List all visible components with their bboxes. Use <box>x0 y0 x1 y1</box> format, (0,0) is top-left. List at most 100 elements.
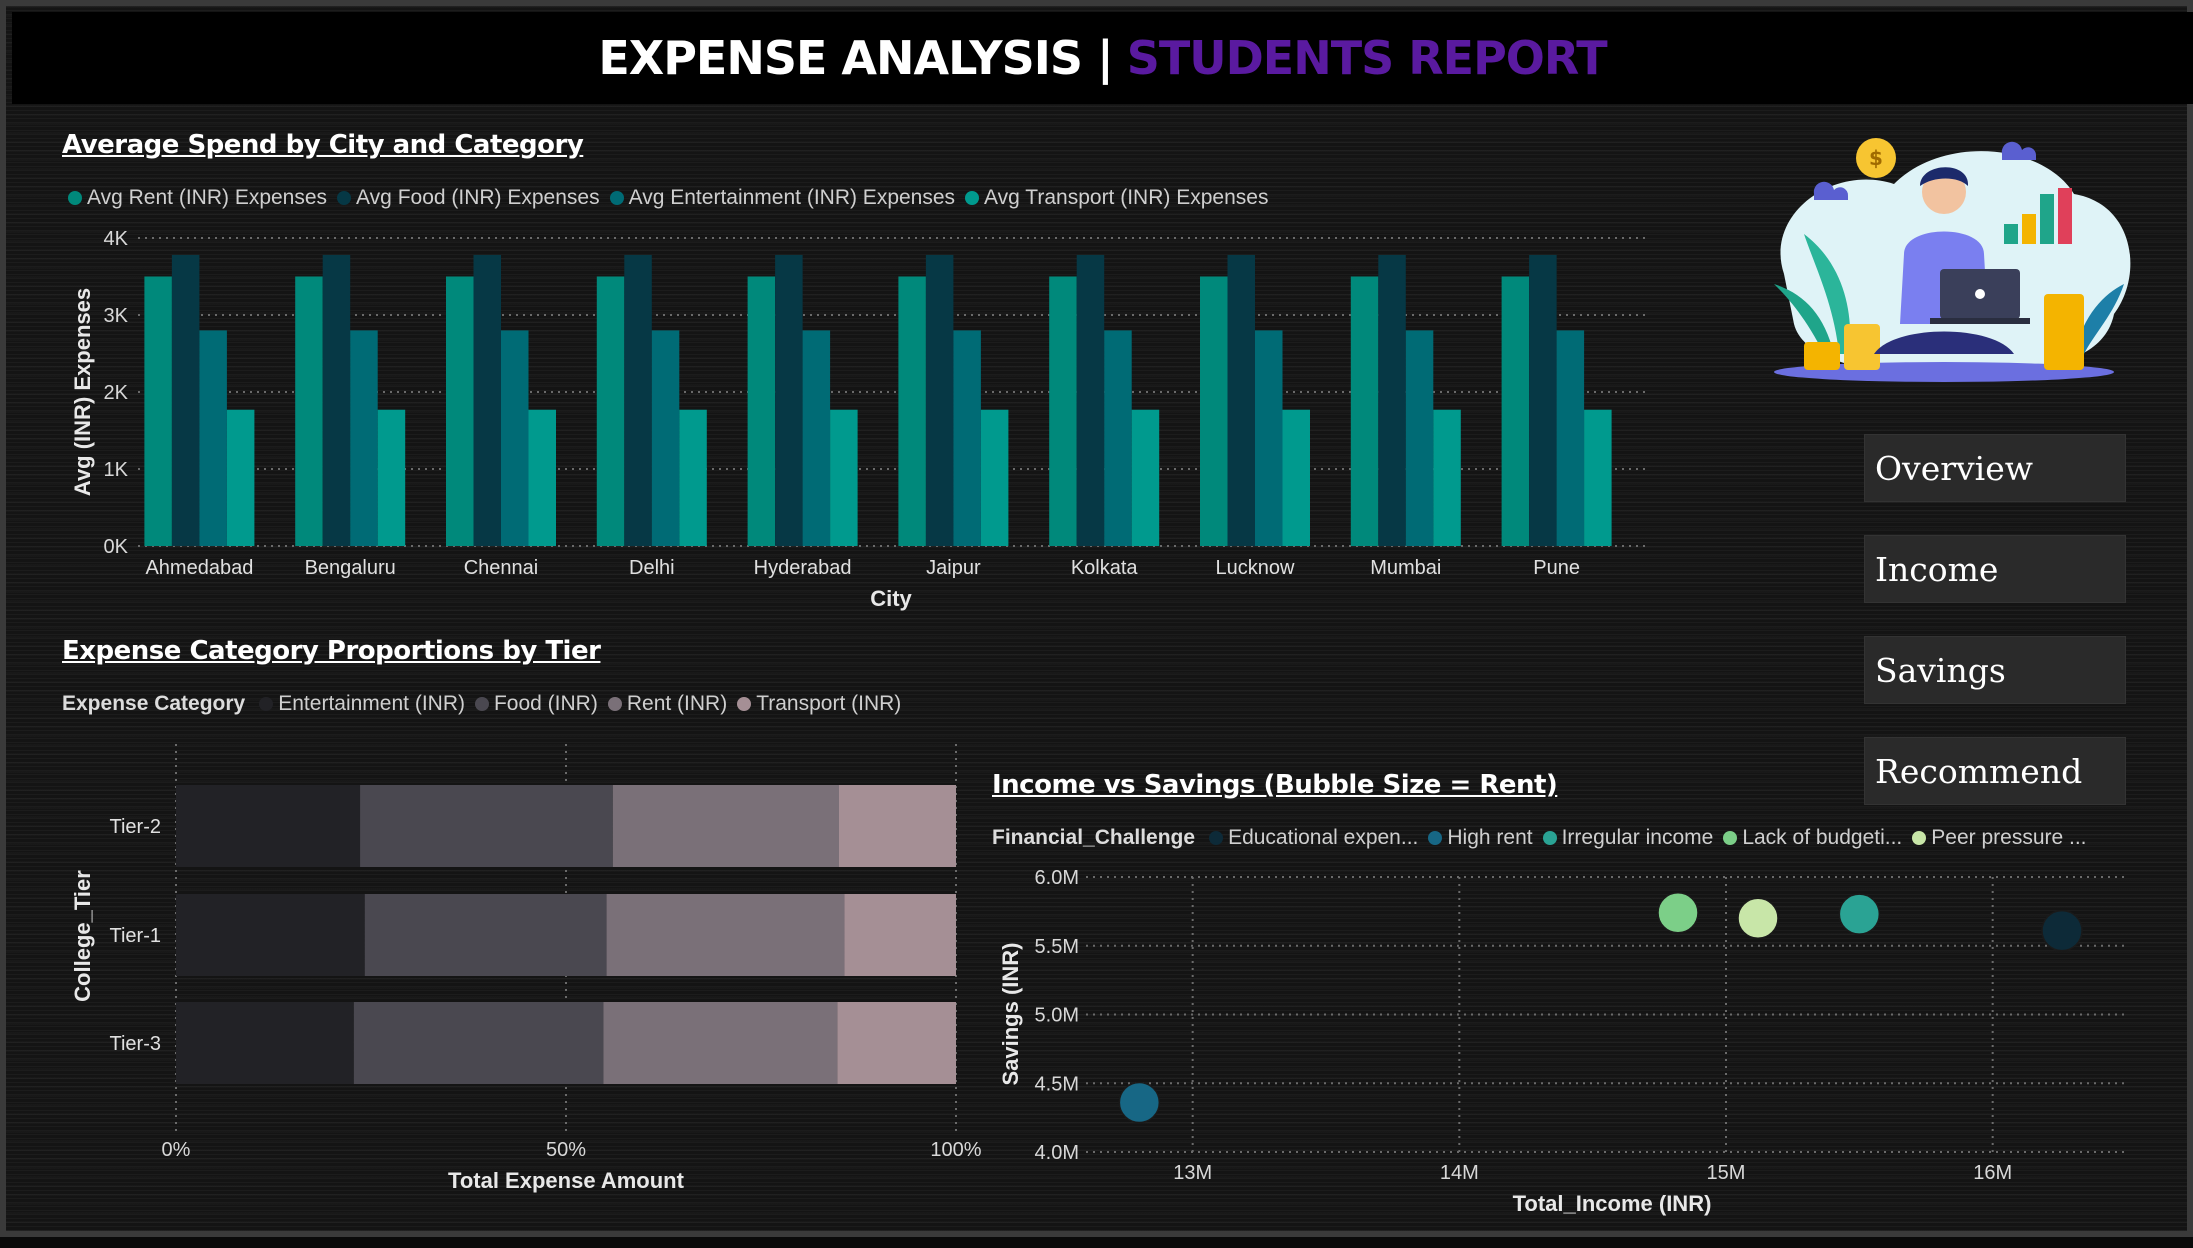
bubble-legend-item[interactable]: Lack of budgeti... <box>1723 826 1902 850</box>
bar[interactable] <box>1104 330 1132 546</box>
bar[interactable] <box>596 276 625 547</box>
bar[interactable] <box>501 330 529 546</box>
legend-label: Transport (INR) <box>756 692 902 715</box>
legend-dot-icon <box>1723 831 1738 845</box>
bar[interactable] <box>377 409 406 546</box>
bar[interactable] <box>446 276 474 547</box>
bar[interactable] <box>1584 409 1612 546</box>
bar[interactable] <box>1255 330 1283 546</box>
nav-recommend-button[interactable]: Recommend <box>1864 737 2126 805</box>
bar[interactable] <box>925 254 954 546</box>
bar[interactable] <box>1200 276 1228 547</box>
bubble-chart-legend: Financial_Challenge Educational expen...… <box>992 826 2097 850</box>
bubble-point[interactable] <box>2041 909 2083 952</box>
stacked-bar-segment[interactable] <box>606 894 845 976</box>
stacked-bar-segment[interactable] <box>603 1002 838 1084</box>
bubble-legend-item[interactable]: High rent <box>1428 826 1533 850</box>
legend-dot-icon <box>607 697 622 711</box>
bubble-point[interactable] <box>1838 893 1881 935</box>
nav-savings-button[interactable]: Savings <box>1864 636 2126 704</box>
bar[interactable] <box>322 254 351 546</box>
bubble-x-axis-label: Total_Income (INR) <box>1513 1191 1712 1216</box>
stacked-legend-item[interactable]: Food (INR) <box>474 692 598 716</box>
bar-x-tick-label: Pune <box>1533 557 1580 579</box>
bar-legend-item[interactable]: Avg Rent (INR) Expenses <box>68 186 327 210</box>
stacked-bar-segment[interactable] <box>612 785 839 867</box>
bubble-legend-item[interactable]: Peer pressure ... <box>1912 826 2087 850</box>
legend-label: Avg Rent (INR) Expenses <box>87 186 328 209</box>
stacked-bar-segment[interactable] <box>353 1002 604 1084</box>
stacked-bar-segment[interactable] <box>364 894 607 976</box>
bubble-y-tick-label: 6.0M <box>1035 867 1079 889</box>
stacked-bar-segment[interactable] <box>176 1002 354 1084</box>
bar[interactable] <box>1076 254 1105 546</box>
legend-label: Educational expen... <box>1228 826 1419 849</box>
bar-x-tick-label: Mumbai <box>1370 557 1441 579</box>
bar[interactable] <box>1350 276 1379 547</box>
bar[interactable] <box>1529 254 1557 546</box>
bar-x-tick-label: Kolkata <box>1071 557 1139 579</box>
bar-legend-item[interactable]: Avg Entertainment (INR) Expenses <box>609 186 955 210</box>
bar[interactable] <box>1282 409 1311 546</box>
bar-x-tick-label: Lucknow <box>1216 557 1295 579</box>
bar[interactable] <box>1405 330 1434 546</box>
stacked-bar-chart: 0% 50% 100% Tier-2 Tier-1 Tier-3 Total Expense… <box>70 744 982 1193</box>
page-title-accent: STUDENTS REPORT <box>1126 31 1608 85</box>
stacked-bar-segment[interactable] <box>360 785 613 867</box>
bar[interactable] <box>651 330 680 546</box>
bar[interactable] <box>802 330 831 546</box>
bubble-x-tick-label: 16M <box>1973 1162 2012 1184</box>
bubble-y-tick-label: 5.0M <box>1035 1005 1079 1027</box>
bubble-point[interactable] <box>1118 1081 1161 1124</box>
bar-x-tick-label: Hyderabad <box>754 557 852 579</box>
student-illustration-icon: $ <box>1774 138 2131 382</box>
bar[interactable] <box>1131 409 1160 546</box>
page-header: EXPENSE ANALYSIS | STUDENTS REPORT <box>12 12 2193 104</box>
bar[interactable] <box>898 276 926 547</box>
bar[interactable] <box>528 409 557 546</box>
legend-dot-icon <box>68 191 82 205</box>
nav-overview-button[interactable]: Overview <box>1864 434 2126 502</box>
stacked-bar-segment[interactable] <box>844 894 956 976</box>
svg-text:$: $ <box>1869 146 1883 170</box>
bar[interactable] <box>747 276 776 547</box>
bubble-legend-item[interactable]: Irregular income <box>1542 826 1713 850</box>
bar-x-tick-label: Ahmedabad <box>145 557 253 579</box>
bar-chart: 0K 1K 2K 3K 4K Ahmedabad Bengaluru Chennai Delhi… <box>70 228 1646 611</box>
bar[interactable] <box>953 330 981 546</box>
bar[interactable] <box>350 330 378 546</box>
bar-x-tick-label: Jaipur <box>926 557 981 579</box>
bar[interactable] <box>980 409 1009 546</box>
bar[interactable] <box>679 409 707 546</box>
bar[interactable] <box>1049 276 1077 547</box>
bar[interactable] <box>830 409 858 546</box>
bar[interactable] <box>1433 409 1461 546</box>
legend-dot-icon <box>337 191 352 205</box>
bar[interactable] <box>775 254 803 546</box>
stacked-bar-segment[interactable] <box>839 785 956 867</box>
bar[interactable] <box>1556 330 1585 546</box>
bar[interactable] <box>1378 254 1406 546</box>
bar-legend-item[interactable]: Avg Food (INR) Expenses <box>337 186 600 210</box>
stacked-legend-item[interactable]: Entertainment (INR) <box>259 692 465 716</box>
bubble-point[interactable] <box>1737 897 1779 939</box>
bar[interactable] <box>171 254 200 546</box>
bubble-legend-item[interactable]: Educational expen... <box>1209 826 1418 850</box>
bar[interactable] <box>295 276 323 547</box>
bar[interactable] <box>144 276 172 547</box>
bar[interactable] <box>226 409 255 546</box>
bar[interactable] <box>1501 276 1530 547</box>
stacked-bar-segment[interactable] <box>837 1002 956 1084</box>
bar[interactable] <box>624 254 652 546</box>
bar[interactable] <box>1227 254 1256 546</box>
bar-legend-item[interactable]: Avg Transport (INR) Expenses <box>965 186 1268 210</box>
bar[interactable] <box>199 330 227 546</box>
bubble-point[interactable] <box>1657 892 1699 934</box>
stacked-bar-segment[interactable] <box>176 894 365 976</box>
stacked-legend-item[interactable]: Transport (INR) <box>737 692 901 716</box>
legend-label: High rent <box>1447 826 1533 849</box>
bar[interactable] <box>473 254 502 546</box>
stacked-bar-segment[interactable] <box>176 785 361 867</box>
stacked-legend-item[interactable]: Rent (INR) <box>607 692 727 716</box>
nav-income-button[interactable]: Income <box>1864 535 2126 603</box>
